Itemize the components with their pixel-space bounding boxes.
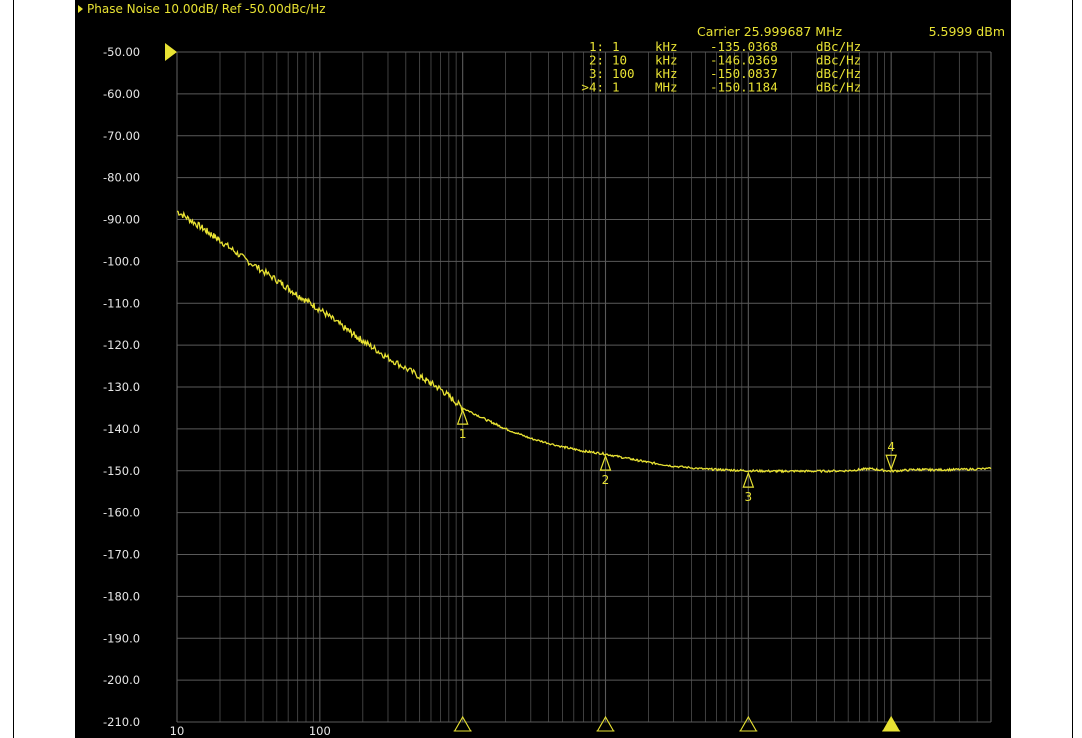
y-tick-label: -210.0 <box>103 715 140 729</box>
marker-row-value-unit: dBc/Hz <box>816 53 861 68</box>
y-tick-label: -200.0 <box>103 673 140 687</box>
y-tick-label: -100.0 <box>103 254 140 268</box>
marker-row-frequency: 100 <box>612 66 635 81</box>
x-tick-labels: 10 100 <box>170 724 331 738</box>
marker-row-id: 1: <box>589 39 604 54</box>
x-tick-label: 10 <box>170 724 185 738</box>
reference-level-arrow[interactable] <box>165 43 177 61</box>
phase-noise-plot: -50.00 -60.00 -70.00 -80.00 -90.00 -100.0 -110… <box>78 2 1005 738</box>
marker-triangle-icon <box>456 408 469 425</box>
marker-row-value: -135.0368 <box>710 39 778 54</box>
y-tick-label: -70.00 <box>103 129 140 143</box>
marker-triangle-icon <box>599 454 612 471</box>
analyzer-screen: -50.00 -60.00 -70.00 -80.00 -90.00 -100.0 -110… <box>75 0 1011 738</box>
marker-row-frequency-unit: kHz <box>655 53 678 68</box>
y-tick-label: -60.00 <box>103 87 140 101</box>
y-tick-label: -190.0 <box>103 631 140 645</box>
x-marker-pointers <box>453 715 901 732</box>
marker-triangle-icon <box>742 471 755 488</box>
marker-row-frequency: 1 <box>612 80 620 95</box>
marker-row-value-unit: dBc/Hz <box>816 80 861 95</box>
y-tick-label: -150.0 <box>103 464 140 478</box>
marker-row-frequency: 10 <box>612 53 627 68</box>
marker-row-value: -150.1184 <box>710 80 778 95</box>
y-tick-label: -120.0 <box>103 338 140 352</box>
marker-table-row: 2: 10 kHz -146.0369 dBc/Hz <box>589 53 861 68</box>
marker-row-id: 3: <box>589 66 604 81</box>
marker-number: 3 <box>745 490 753 504</box>
marker-table-row: 1: 1 kHz -135.0368 dBc/Hz <box>589 39 861 54</box>
marker-2[interactable]: 2 <box>599 454 612 487</box>
marker-table-row: >4: 1 MHz -150.1184 dBc/Hz <box>581 80 861 95</box>
marker-number: 2 <box>602 473 610 487</box>
y-tick-label: -170.0 <box>103 548 140 562</box>
carrier-power: 5.5999 dBm <box>929 24 1005 39</box>
marker-row-frequency-unit: kHz <box>655 39 678 54</box>
marker-number: 4 <box>887 440 895 454</box>
marker-table-row: 3: 100 kHz -150.0837 dBc/Hz <box>589 66 861 81</box>
marker-1[interactable]: 1 <box>456 408 469 441</box>
marker-row-frequency: 1 <box>612 39 620 54</box>
header-arrow-icon <box>78 5 83 13</box>
y-tick-label: -110.0 <box>103 296 140 310</box>
marker-row-value-unit: dBc/Hz <box>816 66 861 81</box>
marker-row-value-unit: dBc/Hz <box>816 39 861 54</box>
y-tick-label: -130.0 <box>103 380 140 394</box>
marker-table: 1: 1 kHz -135.0368 dBc/Hz 2: 10 kHz -146.0369 dBc… <box>581 39 861 95</box>
phase-noise-trace <box>176 210 992 474</box>
y-tick-label: -140.0 <box>103 422 140 436</box>
header-title: Phase Noise 10.00dB/ Ref -50.00dBc/Hz <box>87 2 326 16</box>
x-tick-label: 100 <box>309 724 331 738</box>
marker-4[interactable]: 4 <box>885 440 898 472</box>
y-tick-label: -90.00 <box>103 213 140 227</box>
marker-row-value: -146.0369 <box>710 53 778 68</box>
y-tick-labels: -50.00 -60.00 -70.00 -80.00 -90.00 -100.0 -110… <box>103 45 140 729</box>
marker-row-value: -150.0837 <box>710 66 778 81</box>
markers: 1 2 3 4 <box>456 408 898 504</box>
marker-axis-pointer-icon[interactable] <box>882 715 901 732</box>
marker-3[interactable]: 3 <box>742 471 755 504</box>
marker-number: 1 <box>459 427 467 441</box>
carrier-label: Carrier 25.999687 MHz <box>697 24 842 39</box>
y-tick-label: -50.00 <box>103 45 140 59</box>
marker-row-frequency-unit: MHz <box>655 80 678 95</box>
y-tick-label: -160.0 <box>103 506 140 520</box>
figure-frame <box>13 0 1073 738</box>
y-tick-label: -80.00 <box>103 171 140 185</box>
marker-row-id: 2: <box>589 53 604 68</box>
y-tick-label: -180.0 <box>103 589 140 603</box>
marker-triangle-icon <box>885 454 898 472</box>
marker-row-id: >4: <box>581 80 604 95</box>
grid-major <box>176 51 992 723</box>
marker-row-frequency-unit: kHz <box>655 66 678 81</box>
